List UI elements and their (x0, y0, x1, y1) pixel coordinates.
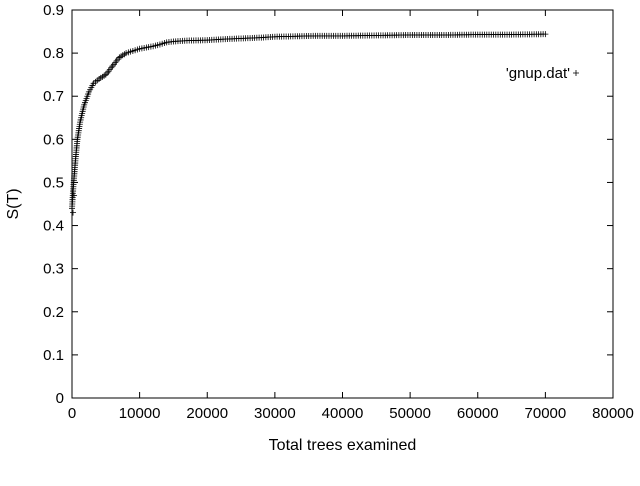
data-point (71, 192, 78, 199)
y-tick-label: 0.4 (43, 218, 64, 235)
y-tick-label: 0.2 (43, 304, 64, 321)
y-tick-label: 0 (56, 390, 64, 407)
y-tick-label: 0.1 (43, 347, 64, 364)
y-tick-label: 0.9 (43, 2, 64, 19)
x-tick-label: 20000 (186, 405, 228, 422)
x-tick-label: 0 (68, 405, 76, 422)
x-tick-label: 80000 (592, 405, 634, 422)
legend-marker (573, 70, 579, 76)
legend-label: 'gnup.dat' (506, 65, 570, 82)
y-tick-label: 0.5 (43, 174, 64, 191)
y-tick-label: 0.7 (43, 88, 64, 105)
x-tick-label: 30000 (254, 405, 296, 422)
x-tick-label: 50000 (389, 405, 431, 422)
ticks: 0 10000 20000 30000 40000 50000 60000 70000 8000… (43, 2, 634, 422)
x-tick-label: 40000 (322, 405, 364, 422)
data-points (69, 31, 549, 216)
y-tick-label: 0.8 (43, 45, 64, 62)
y-axis-label: S(T) (5, 188, 22, 219)
y-tick-label: 0.6 (43, 131, 64, 148)
y-tick-label: 0.3 (43, 261, 64, 278)
data-point (70, 209, 77, 216)
x-axis-label: Total trees examined (269, 437, 417, 454)
data-point (542, 31, 549, 38)
x-tick-label: 70000 (525, 405, 567, 422)
legend: 'gnup.dat' (506, 65, 579, 82)
x-tick-label: 60000 (457, 405, 499, 422)
x-tick-label: 10000 (119, 405, 161, 422)
